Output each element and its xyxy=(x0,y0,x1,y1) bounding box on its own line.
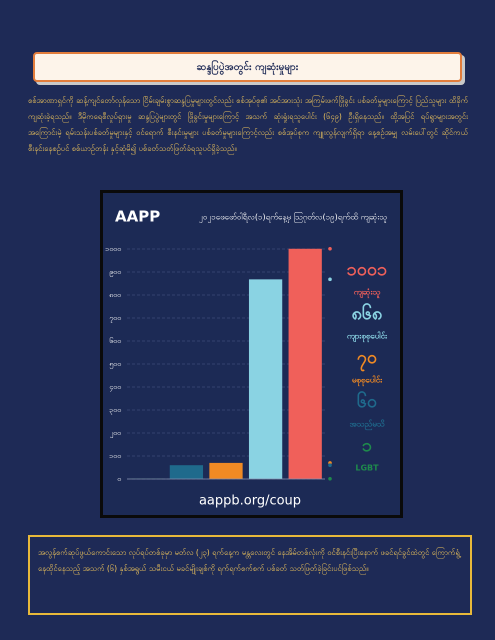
y-tick-label: ၂၀၀ xyxy=(109,429,121,438)
chart-title: ၂၀၂၁ဖေဖော်ဝါရီလ(၁)ရက်နေ့မှ ဩဂုတ်လ(၁၉)ရက်… xyxy=(199,212,387,224)
bar xyxy=(209,462,243,479)
category-label: LGBT xyxy=(355,464,379,473)
category-label: အသည်မသိ xyxy=(348,419,384,432)
value-label: ၁ xyxy=(362,435,372,456)
y-tick-label: ၄၀၀ xyxy=(109,383,121,392)
value-label: ၇၀ xyxy=(357,347,377,372)
level-dot xyxy=(328,463,332,468)
y-tick-label: ၃၀၀ xyxy=(109,406,121,415)
level-dot xyxy=(328,246,332,251)
y-tick-label: ၇၀၀ xyxy=(109,314,121,323)
chart-frame: AAPP ၂၀၂၁ဖေဖော်ဝါရီလ(၁)ရက်နေ့မှ ဩဂုတ်လ(၁၉… xyxy=(100,190,403,518)
value-label: ၈၆၈ xyxy=(352,302,383,324)
category-label: ကျားစုစုပေါင်း xyxy=(347,331,388,344)
bar xyxy=(169,465,204,479)
category-label: မစုစုပေါင်း xyxy=(352,375,383,388)
footer-box: အလွန်စက်ဆုပ်ဖွယ်ကောင်းသော လုပ်ရပ်တစ်ခုမှ… xyxy=(28,535,472,615)
y-tick-label: ၁၀၀ xyxy=(109,452,121,460)
bar xyxy=(288,248,322,479)
y-tick-label: ၆၀၀ xyxy=(109,337,121,345)
y-tick-label: ၅၀၀ xyxy=(109,360,121,369)
level-dot xyxy=(328,277,332,282)
chart: AAPP ၂၀၂၁ဖေဖော်ဝါရီလ(၁)ရက်နေ့မှ ဩဂုတ်လ(၁၉… xyxy=(105,208,388,509)
y-tick-label: ၀ xyxy=(117,475,121,483)
y-tick-label: ၁၀၀၀ xyxy=(105,245,121,253)
title-box: ဆန္ဒပြပွဲအတွင်း ကျဆုံးမှုများ xyxy=(33,52,462,82)
bar xyxy=(248,279,283,479)
level-dot xyxy=(328,476,332,481)
y-tick-label: ၉၀၀ xyxy=(109,268,121,277)
value-label: ၁၀၀၁ xyxy=(347,259,388,280)
category-label: ကျဆုံးသူ xyxy=(354,288,381,300)
value-label: ၆၀ xyxy=(357,390,377,412)
y-tick-label: ၈၀၀ xyxy=(109,291,121,299)
logo: AAPP xyxy=(115,208,160,226)
source: aappb.org/coup xyxy=(199,494,301,509)
paragraph: စစ်အာဏာရှင်ကို ဆန့်ကျင်တော်လှန်သော ငြိမ်… xyxy=(28,96,468,153)
